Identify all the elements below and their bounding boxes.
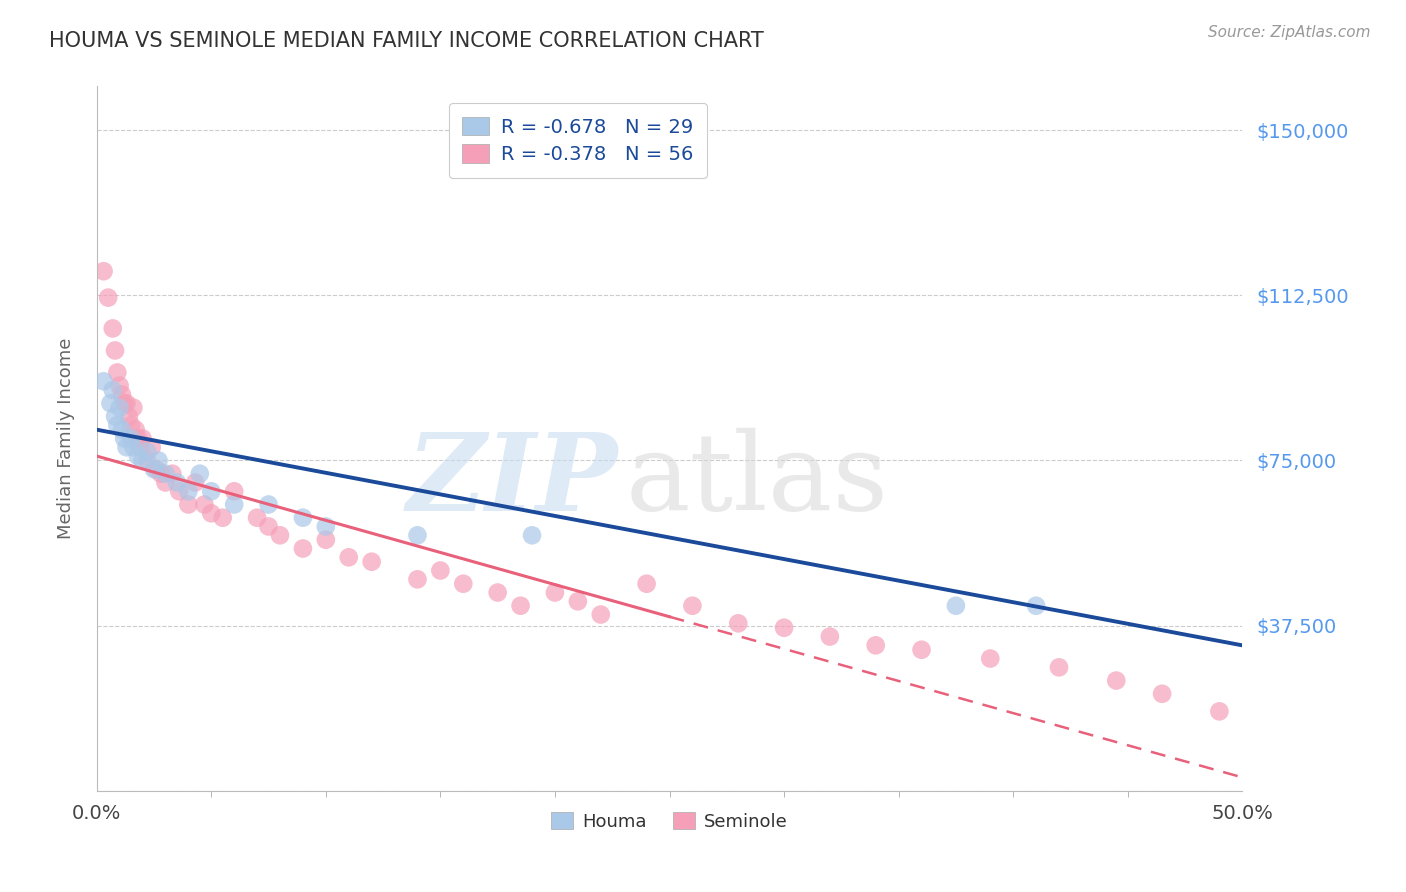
Point <box>93 374 115 388</box>
Point <box>162 467 184 481</box>
Point <box>200 506 222 520</box>
Point <box>193 498 215 512</box>
Point <box>120 418 142 433</box>
Point <box>177 498 200 512</box>
Point <box>104 409 127 424</box>
Point <box>257 498 280 512</box>
Point <box>315 519 337 533</box>
Point <box>155 475 177 490</box>
Point <box>148 453 170 467</box>
Point <box>136 453 159 467</box>
Point <box>945 599 967 613</box>
Point <box>184 475 207 490</box>
Point <box>1047 660 1070 674</box>
Point <box>167 484 190 499</box>
Point <box>104 343 127 358</box>
Point <box>589 607 612 622</box>
Point <box>1208 704 1230 718</box>
Point <box>108 378 131 392</box>
Text: HOUMA VS SEMINOLE MEDIAN FAMILY INCOME CORRELATION CHART: HOUMA VS SEMINOLE MEDIAN FAMILY INCOME C… <box>49 31 763 51</box>
Point <box>727 616 749 631</box>
Point <box>127 449 149 463</box>
Point <box>544 585 567 599</box>
Point <box>818 630 841 644</box>
Point <box>360 555 382 569</box>
Point <box>149 467 172 481</box>
Point <box>257 519 280 533</box>
Point <box>122 440 145 454</box>
Point <box>166 475 188 490</box>
Point <box>129 440 152 454</box>
Text: ZIP: ZIP <box>406 428 619 533</box>
Text: atlas: atlas <box>626 428 889 533</box>
Point <box>1105 673 1128 688</box>
Point <box>246 510 269 524</box>
Point <box>177 484 200 499</box>
Point <box>124 423 146 437</box>
Point <box>567 594 589 608</box>
Point <box>636 576 658 591</box>
Point <box>145 462 167 476</box>
Point <box>108 401 131 415</box>
Point <box>115 396 138 410</box>
Point <box>429 564 451 578</box>
Point <box>406 528 429 542</box>
Point <box>269 528 291 542</box>
Point <box>115 440 138 454</box>
Point <box>112 432 135 446</box>
Point <box>136 444 159 458</box>
Point <box>315 533 337 547</box>
Point <box>105 366 128 380</box>
Point <box>120 432 142 446</box>
Point <box>773 621 796 635</box>
Text: Source: ZipAtlas.com: Source: ZipAtlas.com <box>1208 25 1371 40</box>
Point <box>127 432 149 446</box>
Point <box>141 440 163 454</box>
Point <box>520 528 543 542</box>
Point <box>224 484 246 499</box>
Point <box>105 418 128 433</box>
Point <box>291 510 314 524</box>
Point <box>155 467 177 481</box>
Point <box>112 396 135 410</box>
Point <box>143 462 166 476</box>
Point <box>681 599 703 613</box>
Point <box>1025 599 1047 613</box>
Point <box>200 484 222 499</box>
Point <box>101 321 124 335</box>
Point <box>453 576 475 591</box>
Point <box>979 651 1001 665</box>
Point <box>111 423 134 437</box>
Point <box>131 432 153 446</box>
Point <box>337 550 360 565</box>
Y-axis label: Median Family Income: Median Family Income <box>58 338 75 539</box>
Point <box>486 585 509 599</box>
Point <box>188 467 211 481</box>
Point <box>97 291 120 305</box>
Point <box>211 510 233 524</box>
Point <box>101 383 124 397</box>
Point <box>111 387 134 401</box>
Point <box>910 642 932 657</box>
Point <box>291 541 314 556</box>
Point <box>509 599 531 613</box>
Point <box>93 264 115 278</box>
Point <box>131 453 153 467</box>
Point <box>1152 687 1174 701</box>
Point <box>122 401 145 415</box>
Point <box>406 572 429 586</box>
Legend: R = -0.678   N = 29, R = -0.378   N = 56: R = -0.678 N = 29, R = -0.378 N = 56 <box>449 103 707 178</box>
Point <box>100 396 122 410</box>
Point <box>118 409 141 424</box>
Point <box>224 498 246 512</box>
Point <box>865 638 887 652</box>
